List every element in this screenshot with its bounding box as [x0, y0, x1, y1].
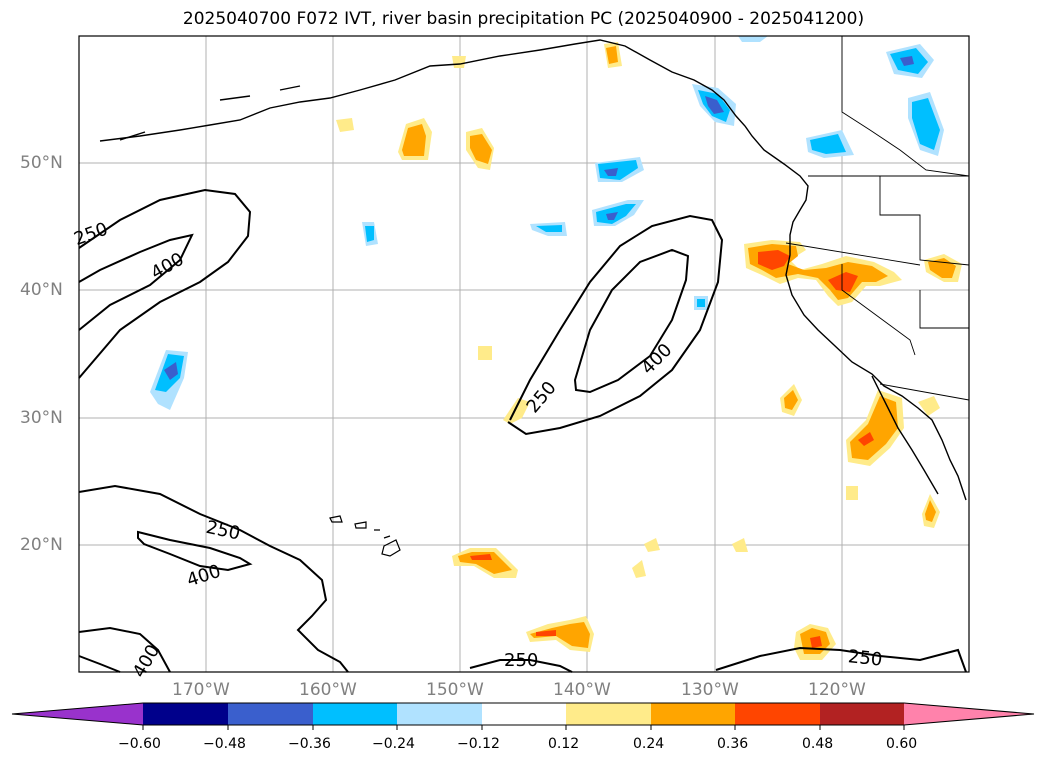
contour-label: 250 — [847, 646, 883, 670]
lon-label-160w: 160°W — [299, 680, 357, 700]
colorbar-min-extend — [12, 703, 143, 725]
colorbar-max-extend — [904, 703, 1034, 725]
colorbar-tick: −0.24 — [372, 736, 415, 752]
lat-label-20n: 20°N — [20, 535, 63, 555]
contour-label: 250 — [504, 650, 538, 671]
colorbar-tick: 0.12 — [548, 736, 580, 752]
lat-label-30n: 30°N — [20, 408, 63, 428]
colorbar-tick: −0.48 — [203, 736, 246, 752]
colorbar — [11, 702, 1035, 730]
colorbar-tick: 0.24 — [633, 736, 665, 752]
lon-label-130w: 130°W — [681, 680, 739, 700]
hawaiian-islands — [329, 515, 401, 557]
borders — [785, 36, 970, 401]
coastlines — [99, 39, 967, 501]
lon-label-140w: 140°W — [553, 680, 611, 700]
map-title: 2025040700 F072 IVT, river basin precipi… — [182, 9, 865, 29]
lon-label-120w: 120°W — [808, 680, 866, 700]
lat-label-50n: 50°N — [20, 153, 63, 173]
colorbar-tick: −0.60 — [118, 736, 161, 752]
colorbar-tick: 0.48 — [802, 736, 834, 752]
colorbar-tick: −0.12 — [457, 736, 500, 752]
colorbar-tick: 0.60 — [886, 736, 918, 752]
colorbar-tick: 0.36 — [717, 736, 749, 752]
map-frame — [78, 35, 970, 673]
lon-label-150w: 150°W — [426, 680, 484, 700]
ivt-contours — [78, 188, 967, 673]
lon-label-170w: 170°W — [172, 680, 230, 700]
colorbar-tick: −0.36 — [288, 736, 331, 752]
lat-label-40n: 40°N — [20, 280, 63, 300]
